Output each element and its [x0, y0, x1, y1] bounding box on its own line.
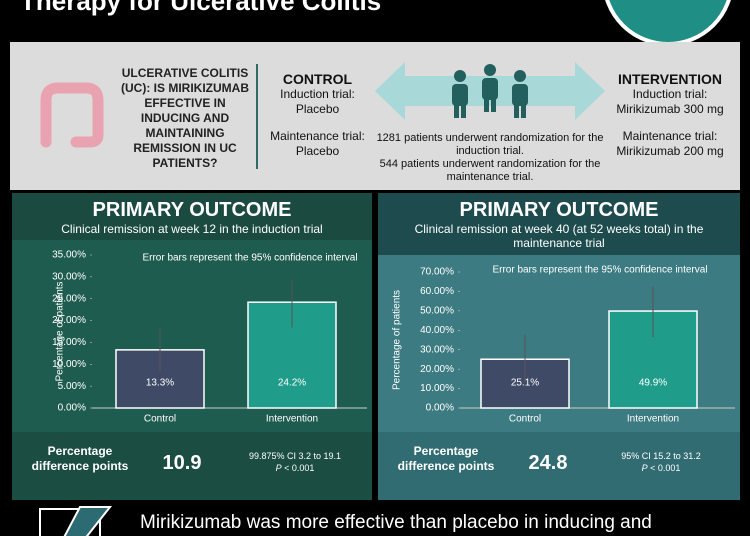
intervention-title: INTERVENTION: [618, 71, 722, 87]
intervention-block: INTERVENTION Induction trial: Mirikizuma…: [600, 72, 740, 159]
difference-ci: 95% CI 15.2 to 31.2 P < 0.001: [596, 450, 726, 474]
conclusion: Mirikizumab was more effective than plac…: [140, 512, 652, 533]
ci-text: 95% CI 15.2 to 31.2: [621, 451, 701, 461]
control-block: CONTROL Induction trial: Placebo Mainten…: [260, 72, 375, 159]
p-label: P: [275, 463, 282, 473]
colon-icon: [40, 82, 104, 148]
page-title: Therapy for Ulcerative Colitis: [20, 0, 382, 16]
panel: PRIMARY OUTCOME Clinical remission at we…: [12, 193, 372, 500]
difference-box: Percentage difference points 24.8 95% CI…: [378, 432, 740, 500]
y-tick-label: 35.00%: [52, 250, 86, 261]
intervention-line: Mirikizumab 300 mg: [616, 102, 724, 116]
control-line: Placebo: [295, 144, 340, 158]
y-tick-label: 5.00%: [58, 381, 86, 392]
y-tick-label: 20.00%: [52, 315, 86, 326]
chart: Error bars represent the 95% confidence …: [52, 250, 367, 425]
intervention-line: Maintenance trial:: [622, 129, 718, 143]
randomization-text: 1281 patients underwent randomization fo…: [376, 132, 604, 157]
y-tick-label: 10.00%: [420, 383, 454, 394]
difference-value: 24.8: [528, 452, 568, 474]
difference-label: Percentage difference points: [31, 444, 129, 473]
value-label: 49.9%: [639, 378, 667, 389]
p-value: < 0.001: [284, 463, 315, 473]
randomization-text: 544 patients underwent randomization for…: [379, 158, 601, 183]
panel-header: PRIMARY OUTCOME Clinical remission at we…: [378, 193, 740, 255]
control-line: Maintenance trial:: [270, 129, 365, 143]
x-tick-label: Control: [509, 414, 541, 425]
intervention-line: Mirikizumab 200 mg: [616, 144, 724, 158]
y-tick-label: 40.00%: [420, 325, 454, 336]
y-tick-label: 0.00%: [426, 403, 454, 414]
difference-label: Percentage difference points: [397, 444, 495, 473]
intervention-line: Induction trial:: [632, 87, 708, 101]
panel-header: PRIMARY OUTCOME Clinical remission at we…: [12, 193, 372, 240]
y-tick-label: 20.00%: [420, 364, 454, 375]
chart: Error bars represent the 95% confidence …: [392, 265, 735, 425]
chart-note: Error bars represent the 95% confidence …: [142, 253, 357, 264]
y-tick-label: 25.00%: [52, 293, 86, 304]
y-tick-label: 10.00%: [52, 359, 86, 370]
panel-subtitle: Clinical remission at week 12 in the ind…: [61, 222, 323, 236]
p-value: < 0.001: [650, 463, 681, 473]
ci-text: 99.875% CI 3.2 to 19.1: [248, 451, 342, 461]
y-tick-label: 30.00%: [52, 271, 86, 282]
y-tick-label: 15.00%: [52, 337, 86, 348]
difference-value: 10.9: [162, 452, 202, 474]
value-label: 13.3%: [146, 378, 174, 389]
value-label: 24.2%: [278, 378, 306, 389]
arrow-icon: [375, 62, 605, 120]
y-tick-label: 50.00%: [420, 305, 454, 316]
question: ULCERATIVE COLITIS (UC): IS MIRIKIZUMAB …: [121, 66, 249, 170]
panel-title: PRIMARY OUTCOME: [459, 199, 659, 221]
x-tick-label: Intervention: [266, 414, 318, 425]
p-label: P: [641, 463, 648, 473]
chart-note: Error bars represent the 95% confidence …: [492, 265, 707, 276]
y-axis-label: Percentage of patients: [55, 281, 66, 381]
y-tick-label: 0.00%: [58, 403, 86, 414]
control-line: Induction trial:: [280, 87, 355, 101]
conclusion-icon: [39, 506, 113, 536]
control-line: Placebo: [295, 102, 340, 116]
panel: PRIMARY OUTCOME Clinical remission at we…: [378, 193, 740, 500]
x-tick-label: Control: [144, 414, 176, 425]
y-axis-label: Percentage of patients: [392, 290, 403, 390]
y-tick-label: 30.00%: [420, 344, 454, 355]
difference-box: Percentage difference points 10.9 99.875…: [12, 432, 372, 500]
panel-title: PRIMARY OUTCOME: [92, 199, 292, 221]
value-label: 25.1%: [511, 378, 539, 389]
randomization: 1281 patients underwent randomization fo…: [375, 132, 605, 184]
panel-subtitle: Clinical remission at week 40 (at 52 wee…: [414, 222, 704, 250]
summary-band: ULCERATIVE COLITIS (UC): IS MIRIKIZUMAB …: [10, 42, 740, 190]
control-title: CONTROL: [282, 71, 353, 87]
bar: [247, 301, 337, 409]
difference-ci: 99.875% CI 3.2 to 19.1 P < 0.001: [230, 450, 360, 474]
y-tick-label: 60.00%: [420, 286, 454, 297]
divider: [256, 64, 258, 169]
x-tick-label: Intervention: [627, 414, 679, 425]
y-tick-label: 70.00%: [420, 267, 454, 278]
